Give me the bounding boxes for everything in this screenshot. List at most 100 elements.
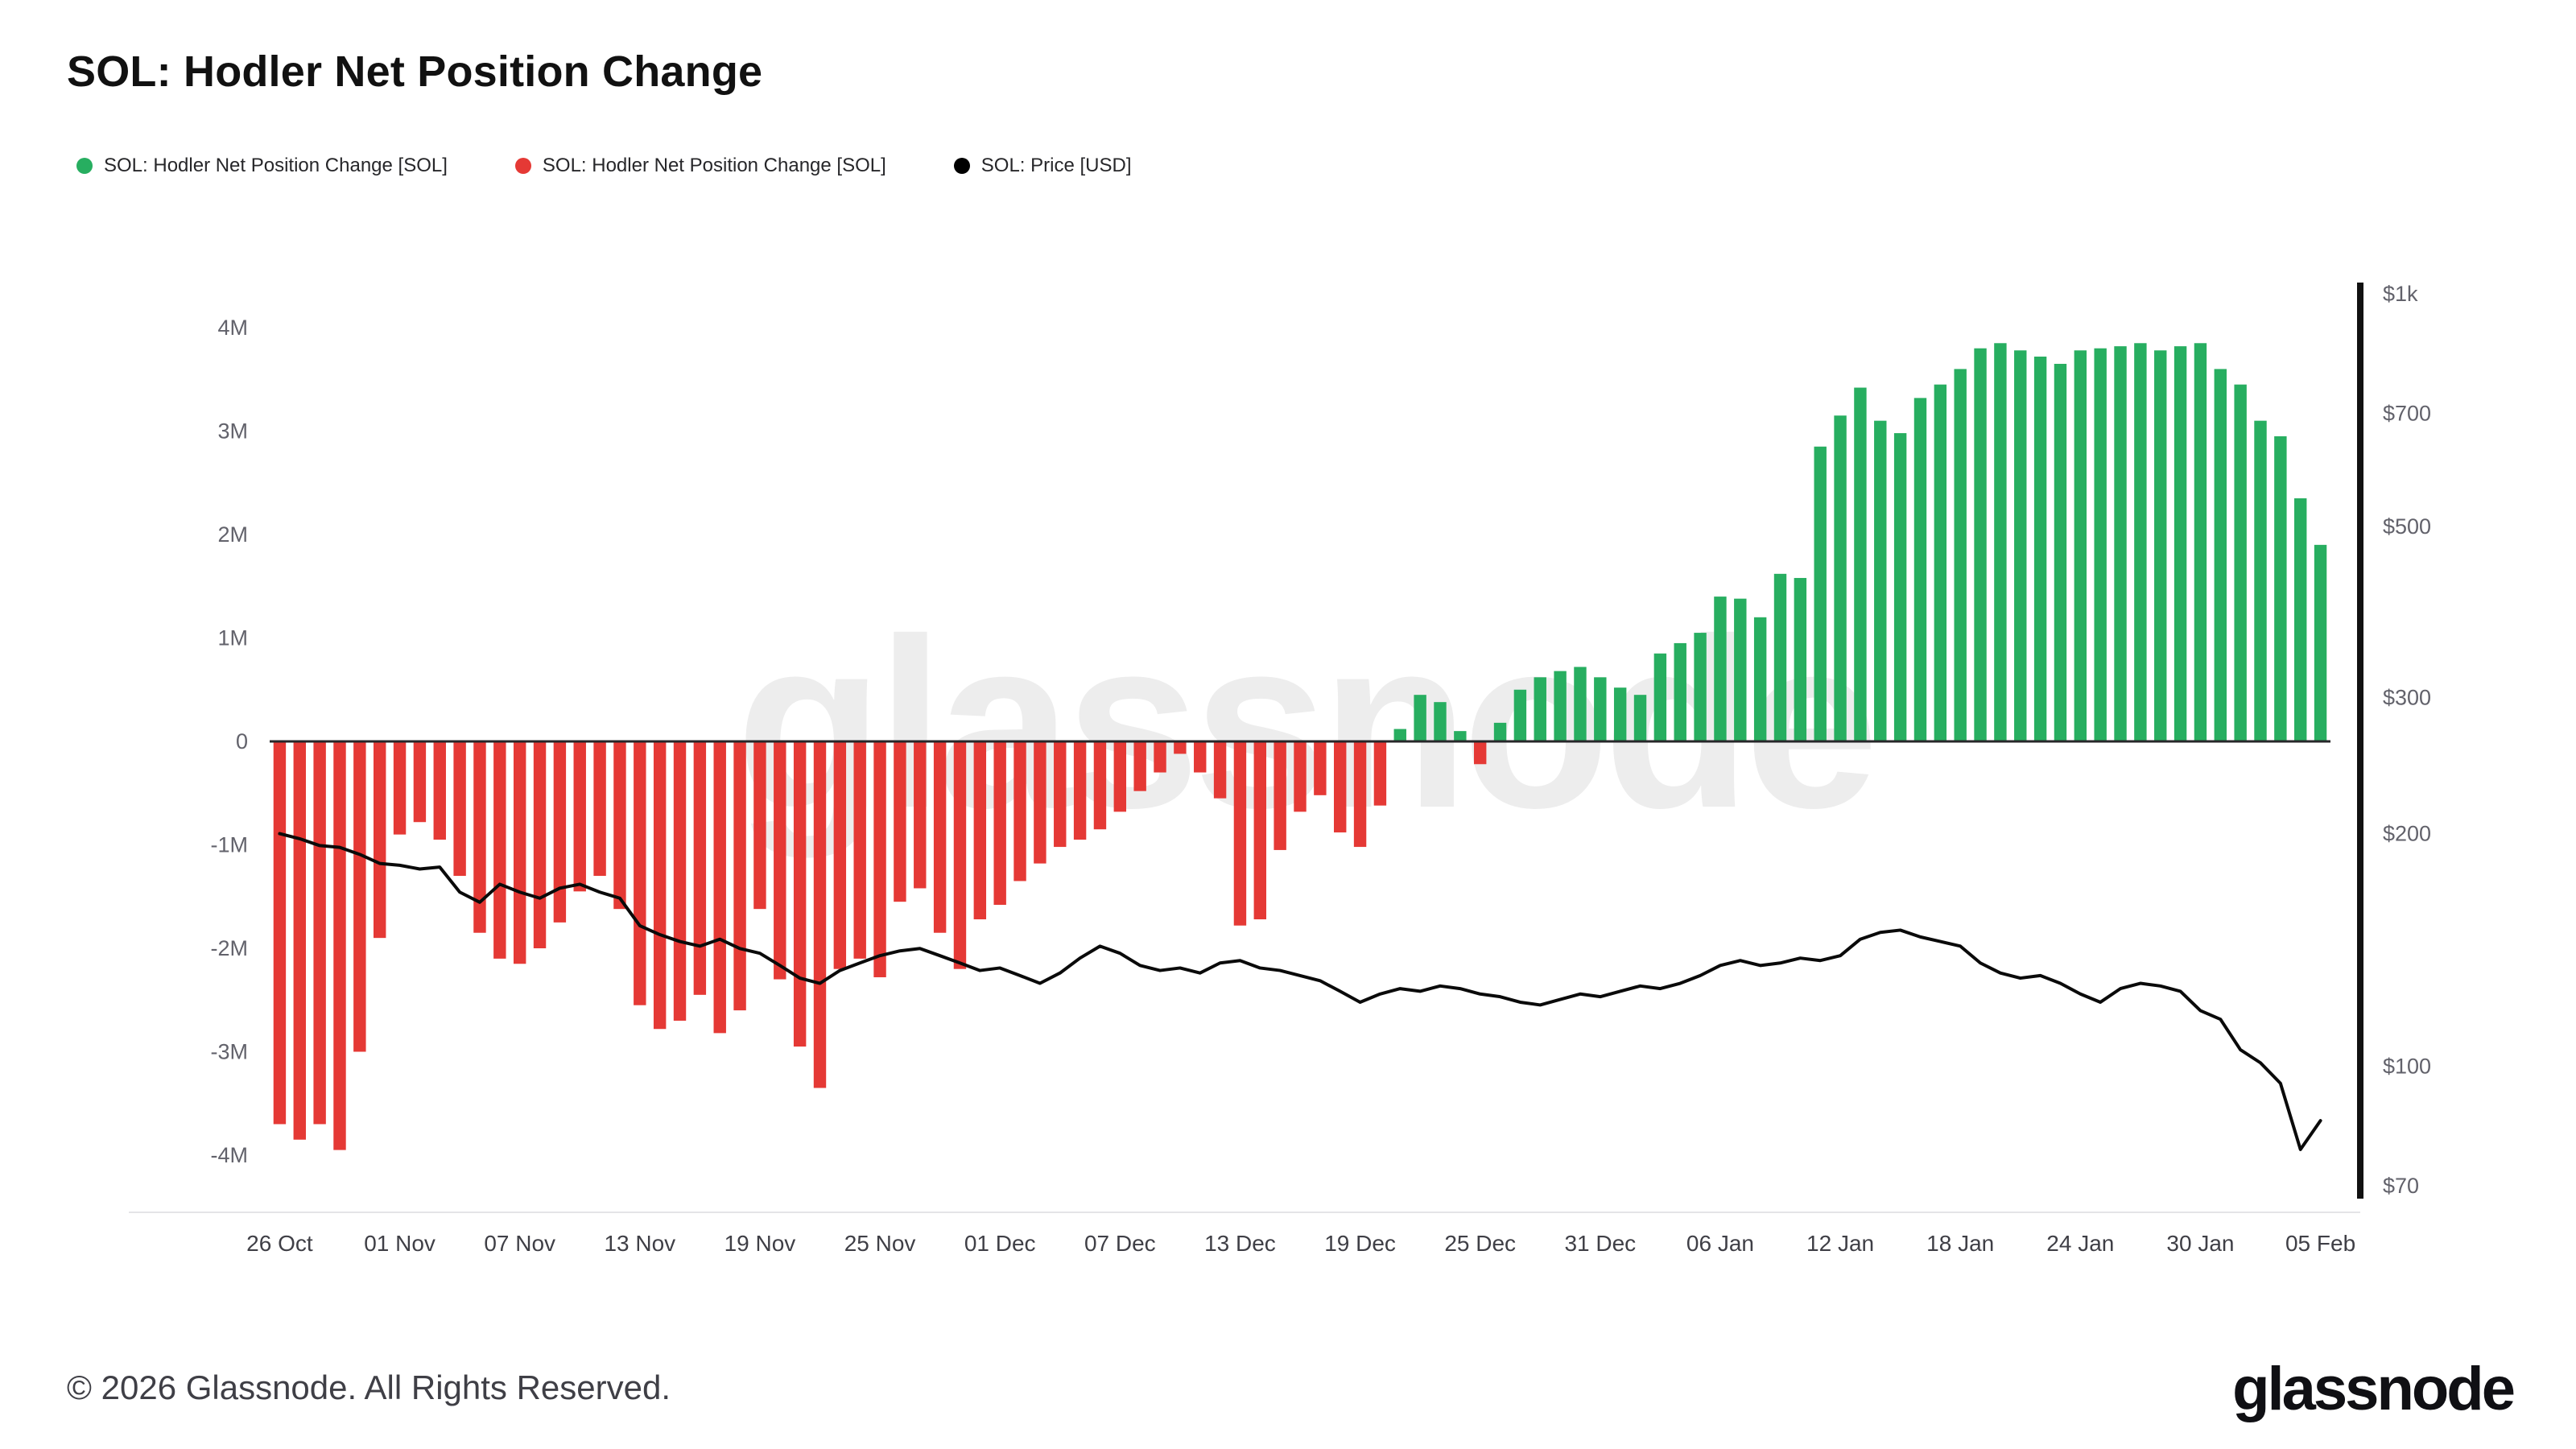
net-position-bar <box>2154 350 2167 741</box>
net-position-bar <box>433 741 446 840</box>
net-position-bar <box>1274 741 1286 850</box>
net-position-bar <box>453 741 466 877</box>
x-axis-tick: 24 Jan <box>2046 1231 2114 1256</box>
net-position-bar <box>1434 702 1447 741</box>
net-position-bar <box>2314 544 2327 741</box>
net-position-bar <box>1513 689 1527 741</box>
net-position-bar <box>333 741 346 1150</box>
x-axis-tick: 19 Nov <box>724 1231 796 1256</box>
x-axis-tick: 26 Oct <box>246 1231 313 1256</box>
net-position-bar <box>833 741 847 969</box>
net-position-bar <box>1393 729 1406 741</box>
net-position-bar <box>1054 741 1067 848</box>
net-position-bar <box>2194 343 2207 741</box>
net-position-bar <box>634 741 646 1005</box>
x-axis-tick: 07 Dec <box>1084 1231 1156 1256</box>
net-position-bar <box>273 741 287 1125</box>
net-position-bar <box>1934 384 1947 741</box>
glassnode-watermark: glassnode <box>736 588 1879 859</box>
net-position-bar <box>793 741 807 1047</box>
left-axis-tick: 2M <box>217 522 248 547</box>
net-position-bar <box>2254 420 2267 741</box>
x-axis-tick: 06 Jan <box>1686 1231 1754 1256</box>
net-position-bar <box>1913 398 1927 741</box>
net-position-bar <box>2094 348 2107 741</box>
legend-item-hodler-negative[interactable]: SOL: Hodler Net Position Change [SOL] <box>514 155 886 177</box>
net-position-bar <box>1174 741 1187 754</box>
net-position-bar <box>473 741 486 933</box>
net-position-bar <box>993 741 1006 906</box>
net-position-bar <box>533 741 547 948</box>
net-position-bar <box>1314 741 1327 795</box>
left-axis-tick: 3M <box>217 419 248 444</box>
left-axis-tick: 4M <box>217 316 248 340</box>
net-position-bar <box>1854 387 1867 741</box>
x-axis-tick: 05 Feb <box>2285 1231 2355 1256</box>
net-position-bar <box>313 741 326 1125</box>
net-position-bar <box>873 741 886 977</box>
net-position-bar <box>973 741 987 920</box>
net-position-bar <box>1233 741 1247 926</box>
net-position-bar <box>1633 695 1647 741</box>
net-position-bar <box>753 741 766 910</box>
net-position-bar <box>1213 741 1227 799</box>
net-position-bar <box>774 741 786 980</box>
x-axis-tick: 25 Nov <box>844 1231 916 1256</box>
net-position-bar <box>853 741 866 959</box>
net-position-bar <box>1013 741 1026 881</box>
net-position-bar <box>1154 741 1166 773</box>
net-position-bar <box>673 741 687 1021</box>
left-axis-tick: -3M <box>211 1040 249 1064</box>
net-position-bar <box>653 741 667 1030</box>
net-position-bar <box>1574 667 1587 741</box>
net-position-bar <box>1674 642 1686 741</box>
legend-dot-black-icon <box>953 158 970 174</box>
net-position-bar <box>373 741 386 939</box>
net-position-bar <box>1694 633 1707 741</box>
legend-item-price[interactable]: SOL: Price [USD] <box>953 155 1132 177</box>
net-position-bar <box>1414 695 1426 741</box>
legend-label: SOL: Hodler Net Position Change [SOL] <box>542 155 886 176</box>
net-position-bar <box>573 741 586 892</box>
net-position-bar <box>1613 687 1627 741</box>
net-position-bar <box>2114 346 2127 741</box>
x-axis-tick: 30 Jan <box>2166 1231 2234 1256</box>
net-position-bar <box>1653 653 1667 741</box>
net-position-bar <box>1954 369 1967 741</box>
net-position-bar <box>1994 343 2007 741</box>
net-position-bar <box>914 741 927 889</box>
net-position-bar <box>413 741 427 823</box>
net-position-bar <box>1473 741 1487 765</box>
legend-label: SOL: Price [USD] <box>980 155 1132 176</box>
legend-item-hodler-positive[interactable]: SOL: Hodler Net Position Change [SOL] <box>76 155 448 177</box>
left-axis-tick: -2M <box>211 936 249 960</box>
net-position-bar <box>733 741 746 1011</box>
net-position-bar <box>1353 741 1367 848</box>
net-position-bar <box>1133 741 1146 791</box>
x-axis-tick: 13 Nov <box>604 1231 675 1256</box>
left-axis-tick: -1M <box>211 833 249 857</box>
x-axis-tick: 01 Nov <box>364 1231 436 1256</box>
net-position-bar <box>713 741 726 1034</box>
right-axis-tick: $70 <box>2383 1174 2419 1198</box>
price-line <box>278 832 2322 1151</box>
page-title: SOL: Hodler Net Position Change <box>67 47 763 96</box>
x-axis-tick: 18 Jan <box>1926 1231 1994 1256</box>
net-position-bar <box>2054 363 2067 741</box>
net-position-bar <box>1034 741 1046 864</box>
net-position-bar <box>1194 741 1207 773</box>
x-axis-tick: 01 Dec <box>964 1231 1036 1256</box>
net-position-bar <box>813 741 827 1088</box>
net-position-bar <box>1253 741 1266 920</box>
net-position-bar <box>593 741 606 877</box>
left-axis-tick: 1M <box>217 626 248 650</box>
net-position-bar <box>1073 741 1087 840</box>
left-axis-tick: -4M <box>211 1143 249 1167</box>
net-position-bar <box>1773 573 1787 741</box>
net-position-bar <box>293 741 306 1140</box>
net-position-bar <box>2033 356 2047 741</box>
right-axis-tick: $200 <box>2383 822 2431 846</box>
right-axis-tick: $500 <box>2383 514 2431 539</box>
net-position-bar <box>1814 446 1827 741</box>
